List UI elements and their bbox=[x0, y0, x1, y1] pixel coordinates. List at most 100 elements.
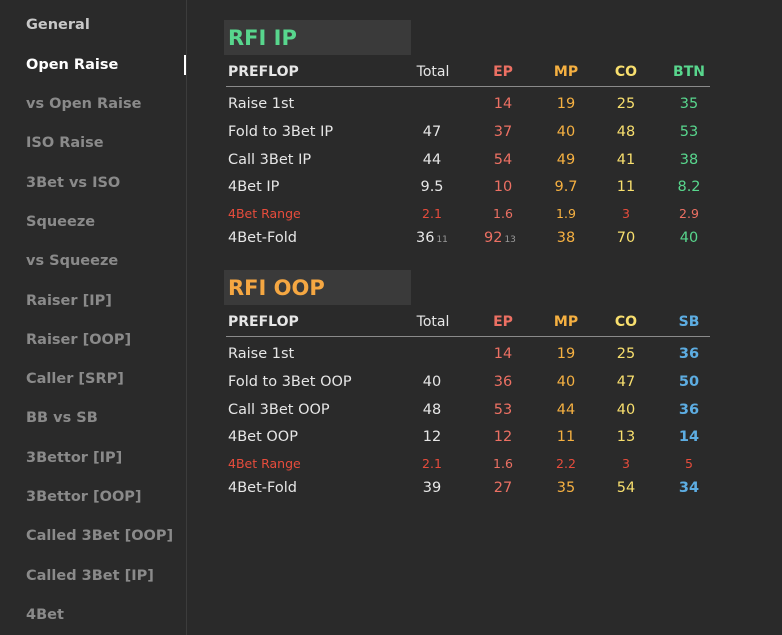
mp-value: 40 bbox=[556, 124, 576, 140]
header-preflop: PREFLOP bbox=[228, 314, 299, 330]
header-mp: MP bbox=[553, 314, 579, 330]
header-total: Total bbox=[416, 314, 450, 330]
row-label-range: 4Bet Range bbox=[228, 206, 301, 221]
total-range-value: 2.1 bbox=[422, 456, 442, 471]
ep-value: 36 bbox=[493, 374, 513, 390]
header-sb: SB bbox=[678, 314, 700, 330]
total-value: 9.5 bbox=[420, 179, 444, 195]
sidebar-item-4bet[interactable]: 4Bet bbox=[26, 607, 64, 623]
mp-value: 19 bbox=[556, 96, 576, 112]
sb-value: 50 bbox=[678, 374, 700, 390]
btn-range-value: 2.9 bbox=[679, 206, 699, 221]
mp-range-value: 2.2 bbox=[556, 456, 576, 471]
co-value: 13 bbox=[616, 429, 636, 445]
sidebar-item-iso-raise[interactable]: ISO Raise bbox=[26, 135, 104, 151]
ep-value: 37 bbox=[493, 124, 513, 140]
header-ep: EP bbox=[493, 64, 513, 80]
row-label: 4Bet-Fold bbox=[228, 230, 297, 246]
total-main: 36 bbox=[416, 230, 435, 246]
btn-value: 53 bbox=[679, 124, 699, 140]
sb-value: 14 bbox=[678, 429, 700, 445]
ep-value: 27 bbox=[493, 480, 513, 496]
rfi-ip-title: RFI IP bbox=[224, 20, 411, 55]
btn-value: 38 bbox=[679, 152, 699, 168]
ep-value: 14 bbox=[493, 346, 513, 362]
rfi-ip-section: RFI IP PREFLOP Total EP MP CO BTN Raise … bbox=[224, 20, 710, 250]
ep-value: 14 bbox=[493, 96, 513, 112]
header-co: CO bbox=[614, 314, 638, 330]
co-range-value: 3 bbox=[622, 456, 630, 471]
sidebar-item-3bettor-ip[interactable]: 3Bettor [IP] bbox=[26, 450, 123, 466]
ep-value: 92 13 bbox=[484, 230, 516, 246]
ep-range-value: 1.6 bbox=[493, 206, 513, 221]
mp-value: 40 bbox=[556, 374, 576, 390]
mp-value: 38 bbox=[556, 230, 576, 246]
header-btn: BTN bbox=[673, 64, 705, 80]
header-divider bbox=[226, 336, 710, 337]
row-label: 4Bet IP bbox=[228, 179, 280, 195]
sidebar-item-open-raise[interactable]: Open Raise bbox=[26, 57, 119, 73]
sidebar-item-squeeze[interactable]: Squeeze bbox=[26, 214, 96, 230]
co-value: 47 bbox=[616, 374, 636, 390]
sidebar-item-vs-open-raise[interactable]: vs Open Raise bbox=[26, 96, 142, 112]
co-value: 40 bbox=[616, 402, 636, 418]
total-value: 48 bbox=[422, 402, 442, 418]
co-value: 48 bbox=[616, 124, 636, 140]
sidebar-item-general[interactable]: General bbox=[26, 17, 90, 33]
sidebar-item-3bettor-oop[interactable]: 3Bettor [OOP] bbox=[26, 489, 142, 505]
total-value: 39 bbox=[422, 480, 442, 496]
sb-range-value: 5 bbox=[685, 456, 693, 471]
sb-value: 36 bbox=[678, 402, 700, 418]
sidebar-item-bb-vs-sb[interactable]: BB vs SB bbox=[26, 410, 98, 426]
row-label: Call 3Bet IP bbox=[228, 152, 312, 168]
mp-range-value: 1.9 bbox=[556, 206, 576, 221]
sidebar-item-called-3bet-ip[interactable]: Called 3Bet [IP] bbox=[26, 568, 154, 584]
ep-value: 54 bbox=[493, 152, 513, 168]
active-item-indicator bbox=[184, 55, 186, 75]
header-ep: EP bbox=[493, 314, 513, 330]
co-value: 70 bbox=[616, 230, 636, 246]
co-value: 11 bbox=[616, 179, 636, 195]
header-total: Total bbox=[416, 64, 450, 80]
sidebar-item-3bet-vs-iso[interactable]: 3Bet vs ISO bbox=[26, 175, 121, 191]
sidebar-item-vs-squeeze[interactable]: vs Squeeze bbox=[26, 253, 119, 269]
mp-value: 11 bbox=[556, 429, 576, 445]
mp-value: 49 bbox=[556, 152, 576, 168]
sb-value: 36 bbox=[678, 346, 700, 362]
row-label: Fold to 3Bet IP bbox=[228, 124, 334, 140]
mp-value: 9.7 bbox=[554, 179, 578, 195]
rfi-oop-title: RFI OOP bbox=[224, 270, 411, 305]
ep-main: 92 bbox=[484, 230, 503, 246]
row-label: Raise 1st bbox=[228, 346, 295, 362]
sb-value: 34 bbox=[678, 480, 700, 496]
ep-value: 12 bbox=[493, 429, 513, 445]
mp-value: 35 bbox=[556, 480, 576, 496]
sidebar-item-raiser-oop[interactable]: Raiser [OOP] bbox=[26, 332, 132, 348]
co-range-value: 3 bbox=[622, 206, 630, 221]
co-value: 25 bbox=[616, 346, 636, 362]
row-label: Raise 1st bbox=[228, 96, 295, 112]
header-co: CO bbox=[614, 64, 638, 80]
row-label: Fold to 3Bet OOP bbox=[228, 374, 352, 390]
total-value: 36 11 bbox=[416, 230, 448, 246]
mp-value: 19 bbox=[556, 346, 576, 362]
co-value: 54 bbox=[616, 480, 636, 496]
sidebar-item-caller-srp[interactable]: Caller [SRP] bbox=[26, 371, 124, 387]
total-range-value: 2.1 bbox=[422, 206, 442, 221]
ep-sample-size: 13 bbox=[504, 235, 516, 245]
total-value: 12 bbox=[422, 429, 442, 445]
header-mp: MP bbox=[553, 64, 579, 80]
sidebar-item-called-3bet-oop[interactable]: Called 3Bet [OOP] bbox=[26, 528, 174, 544]
mp-value: 44 bbox=[556, 402, 576, 418]
ep-value: 53 bbox=[493, 402, 513, 418]
total-value: 40 bbox=[422, 374, 442, 390]
btn-value: 8.2 bbox=[677, 179, 701, 195]
sidebar-item-raiser-ip[interactable]: Raiser [IP] bbox=[26, 293, 112, 309]
co-value: 41 bbox=[616, 152, 636, 168]
btn-value: 35 bbox=[679, 96, 699, 112]
ep-value: 10 bbox=[493, 179, 513, 195]
header-divider bbox=[226, 86, 710, 87]
total-value: 44 bbox=[422, 152, 442, 168]
sidebar-nav: General Open Raise vs Open Raise ISO Rai… bbox=[0, 0, 187, 635]
total-value: 47 bbox=[422, 124, 442, 140]
